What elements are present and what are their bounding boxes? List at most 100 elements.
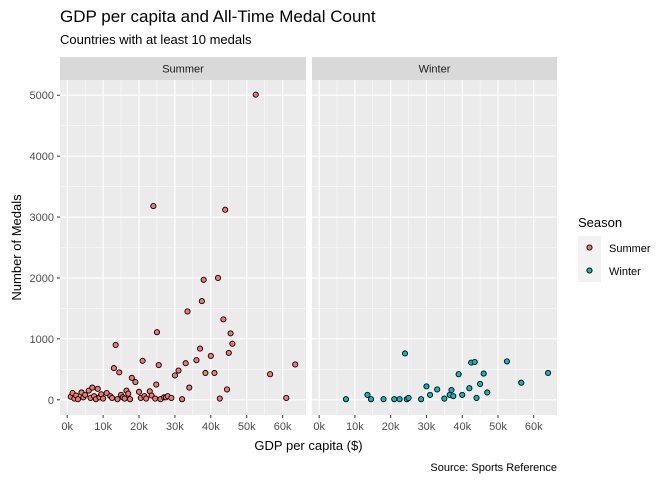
legend: Season Summer Winter: [578, 215, 651, 282]
data-point: [380, 396, 387, 403]
data-point: [459, 391, 466, 398]
x-tick-label: 50k: [489, 421, 507, 433]
data-point: [450, 393, 457, 400]
data-point: [211, 369, 218, 377]
facet-strip: [60, 57, 306, 80]
x-tick-label: 20k: [382, 421, 400, 433]
x-axis-title: GDP per capita ($): [254, 438, 362, 453]
facet-strip: [312, 57, 557, 80]
data-point: [153, 329, 161, 336]
data-point: [168, 394, 175, 401]
data-point: [153, 381, 160, 388]
data-point: [126, 396, 134, 403]
x-tick-label: 50k: [238, 421, 256, 433]
facet-panel-summer: Summer 0k 10k 20k 30k 40k 50k 60k: [60, 57, 306, 433]
data-point: [227, 330, 234, 337]
data-point: [364, 391, 371, 398]
data-point: [110, 365, 117, 372]
data-point: [448, 386, 455, 394]
x-tick-label: 60k: [274, 421, 292, 433]
data-point: [198, 298, 205, 305]
data-point: [283, 394, 290, 401]
data-point: [182, 360, 189, 367]
data-point: [128, 374, 135, 381]
data-point: [155, 362, 162, 369]
data-point: [143, 395, 150, 402]
data-point: [405, 394, 412, 401]
y-tick-label: 3000: [30, 212, 54, 224]
x-tick-label: 0k: [61, 421, 73, 433]
data-point: [116, 369, 123, 376]
data-point: [94, 385, 101, 392]
data-point: [434, 386, 441, 393]
data-point: [342, 396, 350, 403]
data-point: [175, 367, 182, 374]
data-point: [197, 345, 204, 352]
y-tick-label: 1000: [30, 334, 54, 346]
data-point: [418, 396, 425, 403]
y-tick-label: 5000: [30, 90, 54, 102]
data-point: [480, 370, 487, 377]
data-point: [125, 390, 132, 397]
data-point: [225, 349, 232, 356]
data-point: [292, 361, 299, 368]
data-point: [466, 385, 473, 392]
data-point: [267, 371, 274, 378]
chart-caption: Source: Sports Reference: [430, 462, 557, 474]
data-point: [545, 369, 552, 377]
data-point: [503, 358, 510, 365]
data-point: [179, 396, 186, 403]
data-point: [391, 396, 398, 403]
data-point: [193, 357, 200, 364]
data-point: [200, 276, 207, 283]
data-point: [74, 396, 82, 403]
data-point: [477, 380, 484, 387]
legend-title: Season: [578, 215, 622, 230]
data-point: [139, 357, 146, 364]
data-point: [135, 388, 143, 395]
y-tick-label: 4000: [30, 151, 54, 163]
x-tick-label: 20k: [130, 421, 148, 433]
legend-label: Winter: [609, 266, 641, 278]
data-point: [150, 203, 157, 210]
x-tick-label: 40k: [202, 421, 220, 433]
chart-title: GDP per capita and All-Time Medal Count: [60, 7, 376, 26]
x-tick-label: 40k: [453, 421, 471, 433]
data-point: [222, 206, 229, 213]
data-point: [109, 394, 116, 401]
series-summer: [67, 91, 299, 403]
legend-label: Summer: [609, 243, 651, 255]
data-point: [471, 358, 478, 366]
x-tick-label: 10k: [346, 421, 364, 433]
y-tick-label: 0: [48, 395, 54, 407]
data-point: [132, 379, 139, 386]
legend-swatch: [586, 244, 593, 251]
data-point: [89, 384, 96, 391]
x-tick-label: 60k: [525, 421, 543, 433]
data-point: [518, 379, 525, 386]
data-point: [114, 396, 121, 403]
data-point: [423, 383, 430, 390]
data-point: [252, 91, 259, 98]
y-axis-title: Number of Medals: [9, 194, 24, 301]
legend-swatch: [586, 267, 593, 274]
data-point: [186, 384, 193, 391]
facet-strip-label: Summer: [162, 64, 204, 76]
data-point: [473, 394, 480, 401]
data-point: [207, 352, 214, 359]
facet-strip-label: Winter: [419, 64, 451, 76]
data-point: [216, 395, 223, 402]
x-tick-label: 30k: [166, 421, 184, 433]
data-point: [220, 316, 227, 323]
data-point: [367, 396, 375, 403]
facet-panel-winter: Winter 0k 10k 20k 30k 40k 50k 60k: [312, 57, 557, 433]
y-axis: 0 1000 2000 3000 4000 5000: [30, 90, 60, 407]
data-point: [396, 396, 403, 403]
data-point: [214, 274, 222, 282]
data-point: [202, 369, 209, 377]
data-point: [229, 340, 236, 347]
data-point: [112, 341, 119, 349]
data-point: [426, 391, 434, 398]
data-point: [82, 391, 89, 398]
